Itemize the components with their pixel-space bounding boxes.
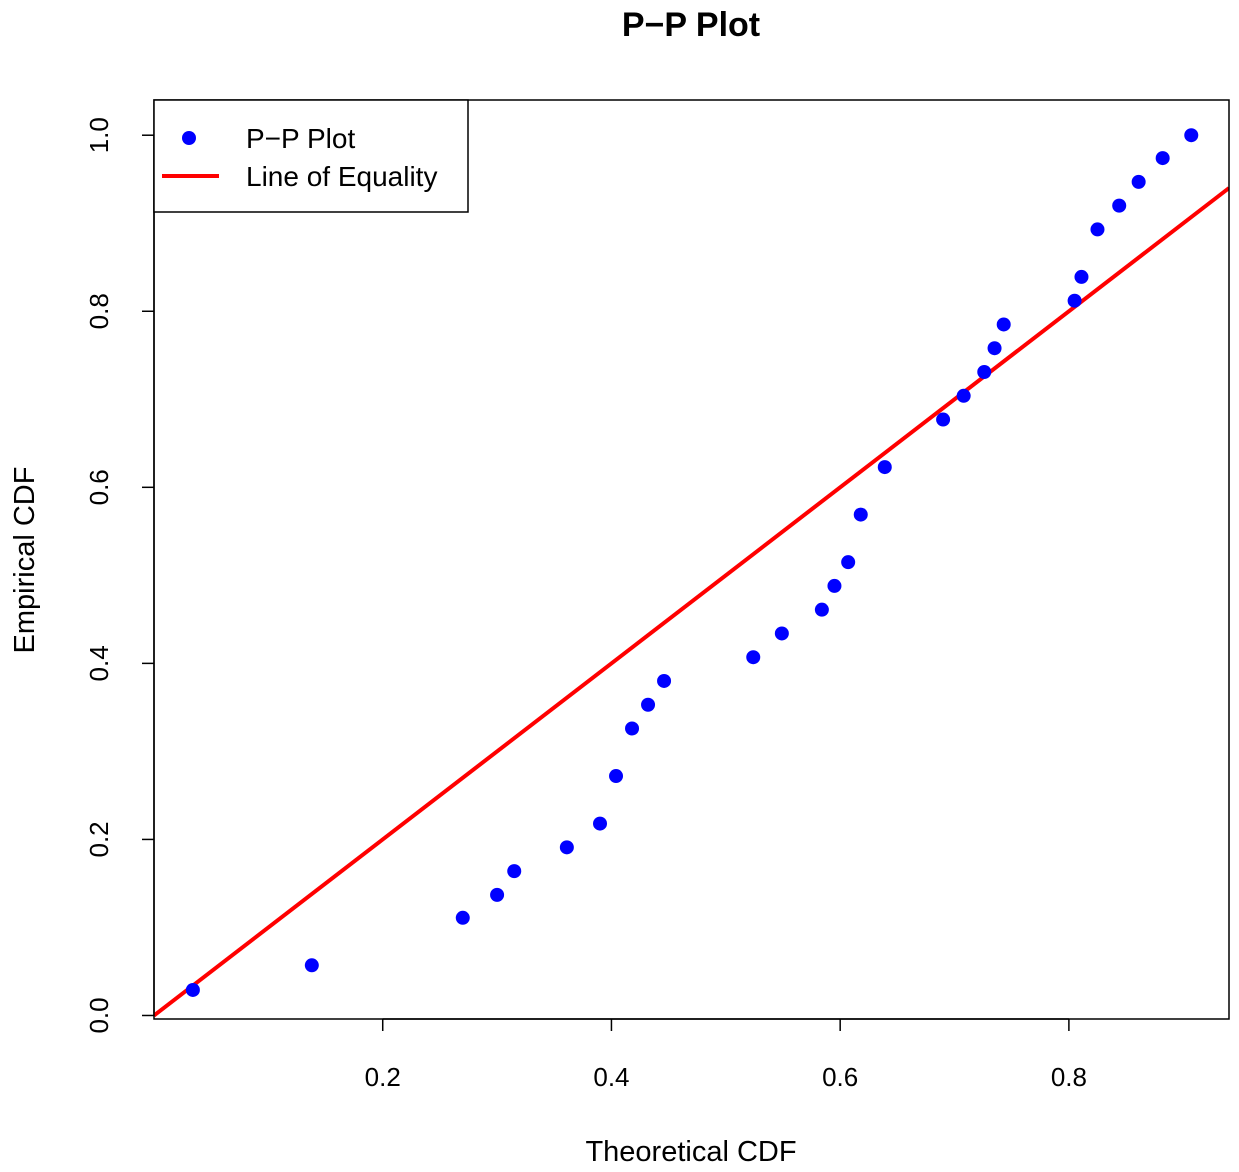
pp-point [977,365,992,380]
pp-point [625,721,640,736]
legend-point-marker [182,131,196,145]
pp-point [774,626,789,641]
y-tick-label: 0.4 [84,645,114,681]
x-tick-label: 0.6 [822,1062,858,1092]
pp-point [490,887,505,902]
pp-point [1090,222,1105,237]
x-axis-label: Theoretical CDF [585,1136,796,1168]
pp-point [987,341,1002,356]
plot-frame [153,99,1230,1020]
pp-point [609,769,624,784]
y-axis-label: Empirical CDF [9,467,41,654]
pp-point [877,460,892,475]
y-tick-label: 0.0 [84,997,114,1033]
pp-point [746,650,761,665]
pp-point [657,673,672,688]
legend: P−P Plot Line of Equality [153,99,469,213]
y-tick-label: 0.6 [84,469,114,505]
pp-point [1112,198,1127,213]
pp-point [1131,174,1146,189]
pp-point [1155,151,1170,166]
pp-point [641,697,656,712]
x-tick-label: 0.4 [593,1062,629,1092]
pp-point [996,317,1011,332]
pp-point [853,507,868,522]
pp-point [936,412,951,427]
pp-point [1184,128,1199,143]
pp-point [507,864,522,879]
legend-box [153,99,469,213]
pp-point [185,982,200,997]
plot-area [154,128,1229,1018]
pp-point [956,388,971,403]
x-axis: 0.2 0.4 0.6 0.8 [365,1018,1087,1092]
y-tick-label: 0.8 [84,293,114,329]
pp-point [304,958,319,973]
chart-title: P−P Plot [622,6,760,44]
line-of-equality [154,186,1229,1018]
pp-point [827,578,842,593]
pp-point [559,840,574,855]
y-tick-label: 0.2 [84,821,114,857]
pp-point [814,602,829,617]
pp-point [1067,293,1082,308]
y-axis: 0.0 0.2 0.4 0.6 0.8 1.0 [84,117,155,1034]
pp-point [1074,269,1089,284]
pp-point [841,555,856,570]
legend-label-pp-plot: P−P Plot [246,123,355,154]
y-tick-label: 1.0 [84,117,114,153]
pp-point [593,816,608,831]
legend-label-line-of-equality: Line of Equality [246,161,437,192]
x-tick-label: 0.8 [1051,1062,1087,1092]
x-tick-label: 0.2 [365,1062,401,1092]
pp-point [455,910,470,925]
